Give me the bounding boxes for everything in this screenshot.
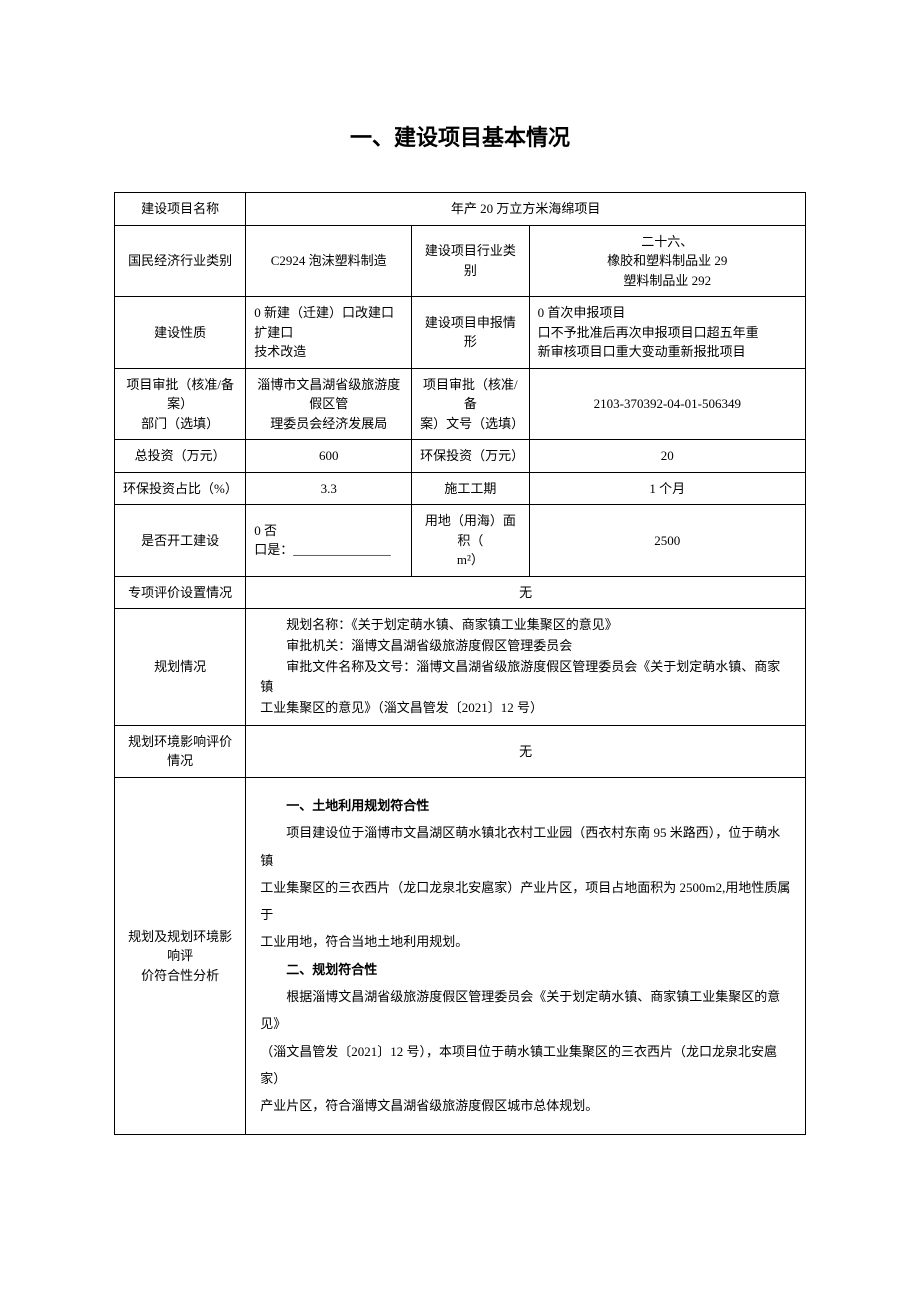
table-row: 规划环境影响评价情况 无 (115, 725, 806, 777)
table-row: 建设性质 0 新建（迁建）口改建口扩建口 技术改造 建设项目申报情形 0 首次申… (115, 297, 806, 369)
text-line: 口不予批准后再次申报项目口超五年重 (538, 323, 797, 343)
value-construction-nature: 0 新建（迁建）口改建口扩建口 技术改造 (246, 297, 412, 369)
text-line: 项目审批（核准/备案） (123, 375, 237, 414)
project-info-table: 建设项目名称 年产 20 万立方米海绵项目 国民经济行业类别 C2924 泡沫塑… (114, 192, 806, 1135)
table-row: 环保投资占比（%） 3.3 施工工期 1 个月 (115, 472, 806, 505)
text-line: 二十六、 (538, 232, 797, 252)
text-line: 技术改造 (254, 342, 403, 362)
text-line: 用地（用海）面积（ (420, 511, 520, 550)
text-line: 案）文号（选填） (420, 414, 520, 434)
value-application-type: 0 首次申报项目 口不予批准后再次申报项目口超五年重 新审核项目口重大变动重新报… (529, 297, 805, 369)
table-row: 规划情况 规划名称：《关于划定萌水镇、商家镇工业集聚区的意见》 审批机关：淄博文… (115, 609, 806, 726)
paragraph: 根据淄博文昌湖省级旅游度假区管理委员会《关于划定萌水镇、商家镇工业集聚区的意见》 (260, 983, 791, 1038)
text-line: 理委员会经济发展局 (254, 414, 403, 434)
text-line: 口是：_______________ (254, 540, 403, 560)
value-industry-code: C2924 泡沫塑料制造 (246, 225, 412, 297)
label-project-industry: 建设项目行业类别 (412, 225, 529, 297)
text-line: 审批文件名称及文号：淄博文昌湖省级旅游度假区管理委员会《关于划定萌水镇、商家镇 (260, 657, 791, 699)
label-analysis: 规划及规划环境影响评 价符合性分析 (115, 777, 246, 1134)
paragraph: 工业用地，符合当地土地利用规划。 (260, 928, 791, 955)
value-analysis: 一、土地利用规划符合性 项目建设位于淄博市文昌湖区萌水镇北衣村工业园（西衣村东南… (246, 777, 806, 1134)
text-line: 橡胶和塑料制品业 29 (538, 251, 797, 271)
text-line: 项目审批（核准/备 (420, 375, 520, 414)
table-row: 规划及规划环境影响评 价符合性分析 一、土地利用规划符合性 项目建设位于淄博市文… (115, 777, 806, 1134)
text-line: 0 新建（迁建）口改建口扩建口 (254, 303, 403, 342)
value-env-ratio: 3.3 (246, 472, 412, 505)
label-special-eval: 专项评价设置情况 (115, 576, 246, 609)
label-env-ratio: 环保投资占比（%） (115, 472, 246, 505)
label-started: 是否开工建设 (115, 505, 246, 577)
table-row: 专项评价设置情况 无 (115, 576, 806, 609)
text-line: 工业集聚区的意见》（淄文昌管发〔2021〕12 号） (260, 698, 791, 719)
value-construction-period: 1 个月 (529, 472, 805, 505)
value-env-investment: 20 (529, 440, 805, 473)
text-line: 淄博市文昌湖省级旅游度假区管 (254, 375, 403, 414)
text-line: 审批机关：淄博文昌湖省级旅游度假区管理委员会 (260, 636, 791, 657)
paragraph: 产业片区，符合淄博文昌湖省级旅游度假区城市总体规划。 (260, 1092, 791, 1119)
label-application-type: 建设项目申报情形 (412, 297, 529, 369)
subheading: 二、规划符合性 (260, 956, 791, 983)
label-planning-env: 规划环境影响评价情况 (115, 725, 246, 777)
text-line: 新审核项目口重大变动重新报批项目 (538, 342, 797, 362)
table-row: 项目审批（核准/备案） 部门（选填） 淄博市文昌湖省级旅游度假区管 理委员会经济… (115, 368, 806, 440)
value-planning: 规划名称：《关于划定萌水镇、商家镇工业集聚区的意见》 审批机关：淄博文昌湖省级旅… (246, 609, 806, 726)
label-approval-dept: 项目审批（核准/备案） 部门（选填） (115, 368, 246, 440)
label-planning: 规划情况 (115, 609, 246, 726)
text-line: 0 首次申报项目 (538, 303, 797, 323)
table-row: 建设项目名称 年产 20 万立方米海绵项目 (115, 193, 806, 226)
value-special-eval: 无 (246, 576, 806, 609)
table-row: 是否开工建设 0 否 口是：_______________ 用地（用海）面积（ … (115, 505, 806, 577)
value-project-name: 年产 20 万立方米海绵项目 (246, 193, 806, 226)
value-land-area: 2500 (529, 505, 805, 577)
table-row: 国民经济行业类别 C2924 泡沫塑料制造 建设项目行业类别 二十六、 橡胶和塑… (115, 225, 806, 297)
label-construction-period: 施工工期 (412, 472, 529, 505)
label-total-investment: 总投资（万元） (115, 440, 246, 473)
value-started: 0 否 口是：_______________ (246, 505, 412, 577)
label-project-name: 建设项目名称 (115, 193, 246, 226)
label-approval-no: 项目审批（核准/备 案）文号（选填） (412, 368, 529, 440)
label-construction-nature: 建设性质 (115, 297, 246, 369)
text-line: 部门（选填） (123, 414, 237, 434)
text-line: 0 否 (254, 521, 403, 541)
subheading: 一、土地利用规划符合性 (260, 792, 791, 819)
value-approval-dept: 淄博市文昌湖省级旅游度假区管 理委员会经济发展局 (246, 368, 412, 440)
paragraph: 工业集聚区的三衣西片（龙口龙泉北安扈家）产业片区，项目占地面积为 2500m2,… (260, 874, 791, 929)
text-line: 规划及规划环境影响评 (123, 927, 237, 966)
value-approval-no: 2103-370392-04-01-506349 (529, 368, 805, 440)
table-row: 总投资（万元） 600 环保投资（万元） 20 (115, 440, 806, 473)
paragraph: 项目建设位于淄博市文昌湖区萌水镇北衣村工业园（西衣村东南 95 米路西），位于萌… (260, 819, 791, 874)
text-line: 塑料制品业 292 (538, 271, 797, 291)
label-env-investment: 环保投资（万元） (412, 440, 529, 473)
text-line: m²） (420, 550, 520, 570)
text-line: 规划名称：《关于划定萌水镇、商家镇工业集聚区的意见》 (260, 615, 791, 636)
value-project-industry: 二十六、 橡胶和塑料制品业 29 塑料制品业 292 (529, 225, 805, 297)
text-line: 价符合性分析 (123, 966, 237, 986)
value-total-investment: 600 (246, 440, 412, 473)
paragraph: （淄文昌管发〔2021〕12 号），本项目位于萌水镇工业集聚区的三衣西片（龙口龙… (260, 1038, 791, 1093)
value-planning-env: 无 (246, 725, 806, 777)
label-land-area: 用地（用海）面积（ m²） (412, 505, 529, 577)
page-title: 一、建设项目基本情况 (114, 120, 806, 152)
label-industry-code: 国民经济行业类别 (115, 225, 246, 297)
